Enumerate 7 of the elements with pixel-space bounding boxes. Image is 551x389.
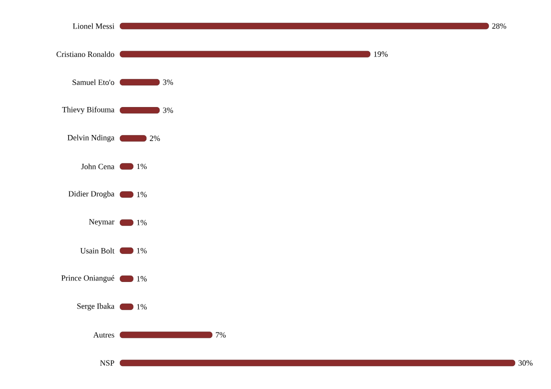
bar [120,135,147,142]
bar [120,22,489,30]
bar [120,107,160,114]
bar [120,78,160,86]
bar [120,360,516,366]
bar [120,332,212,338]
bar [120,50,370,58]
